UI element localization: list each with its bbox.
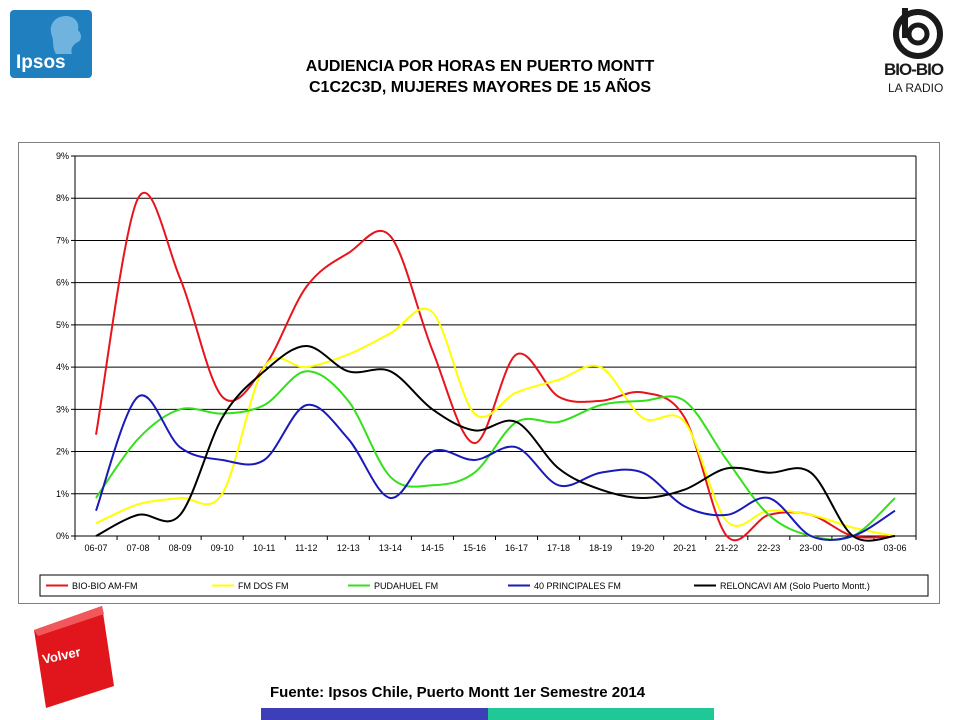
chart-container: 0% 1% 2% 3% 4% 5% 6% 7% 8% 9% 06-07 07-08 08-09 09-1… bbox=[18, 142, 940, 604]
x-tick-label: 17-18 bbox=[547, 543, 570, 553]
y-tick-label: 1% bbox=[56, 489, 69, 499]
footer-bar-blue bbox=[261, 708, 488, 720]
ipsos-face-icon bbox=[50, 16, 81, 54]
series-line-1 bbox=[95, 307, 896, 537]
x-tick-label: 13-14 bbox=[379, 543, 402, 553]
ipsos-logo: Ipsos bbox=[10, 10, 92, 78]
chart-legend: BIO-BIO AM-FM FM DOS FM PUDAHUEL FM 40 PRIN… bbox=[39, 574, 929, 597]
x-tick-label: 12-13 bbox=[337, 543, 360, 553]
x-tick-label: 09-10 bbox=[211, 543, 234, 553]
biobio-logo: BIO-BIO LA RADIO bbox=[880, 6, 952, 98]
y-tick-label: 9% bbox=[56, 151, 69, 161]
title-line-2: C1C2C3D, MUJERES MAYORES DE 15 AÑOS bbox=[308, 79, 652, 96]
y-tick-label: 3% bbox=[56, 404, 69, 414]
x-tick-label: 15-16 bbox=[463, 543, 486, 553]
chart-series-lines bbox=[95, 191, 896, 542]
legend-label: BIO-BIO AM-FM bbox=[72, 581, 138, 591]
x-tick-label: 08-09 bbox=[169, 543, 192, 553]
legend-label: 40 PRINCIPALES FM bbox=[534, 581, 621, 591]
volver-shape bbox=[34, 606, 114, 708]
legend-label: FM DOS FM bbox=[238, 581, 289, 591]
y-axis-ticks: 0% 1% 2% 3% 4% 5% 6% 7% 8% 9% bbox=[56, 151, 75, 541]
footer-bar-green bbox=[488, 708, 714, 720]
y-tick-label: 0% bbox=[56, 531, 69, 541]
x-tick-label: 14-15 bbox=[421, 543, 444, 553]
series-line-4 bbox=[95, 345, 896, 542]
y-tick-label: 4% bbox=[56, 362, 69, 372]
title-line-1: AUDIENCIA POR HORAS EN PUERTO MONTT bbox=[305, 58, 655, 75]
y-tick-label: 8% bbox=[56, 193, 69, 203]
y-tick-label: 7% bbox=[56, 235, 69, 245]
biobio-logo-name: BIO-BIO bbox=[884, 60, 944, 79]
x-tick-label: 10-11 bbox=[253, 543, 275, 553]
x-tick-label: 11-12 bbox=[295, 543, 317, 553]
x-tick-label: 20-21 bbox=[673, 543, 696, 553]
x-tick-label: 07-08 bbox=[127, 543, 150, 553]
x-tick-label: 06-07 bbox=[85, 543, 108, 553]
volver-button[interactable]: Volver bbox=[24, 600, 120, 710]
x-tick-label: 03-06 bbox=[883, 543, 906, 553]
legend-label: PUDAHUEL FM bbox=[374, 581, 438, 591]
line-chart: 0% 1% 2% 3% 4% 5% 6% 7% 8% 9% 06-07 07-08 08-09 09-1… bbox=[18, 142, 940, 604]
x-tick-label: 00-03 bbox=[841, 543, 864, 553]
x-tick-label: 18-19 bbox=[589, 543, 612, 553]
biobio-emblem-icon bbox=[893, 8, 943, 59]
x-tick-label: 23-00 bbox=[799, 543, 822, 553]
y-tick-label: 6% bbox=[56, 278, 69, 288]
series-line-0 bbox=[95, 191, 896, 542]
biobio-logo-sub: LA RADIO bbox=[888, 81, 944, 95]
page-title: AUDIENCIA POR HORAS EN PUERTO MONTT C1C2… bbox=[200, 56, 760, 98]
x-tick-label: 16-17 bbox=[505, 543, 528, 553]
x-tick-label: 21-22 bbox=[715, 543, 738, 553]
legend-box bbox=[39, 574, 929, 597]
y-tick-label: 2% bbox=[56, 447, 69, 457]
x-tick-label: 19-20 bbox=[631, 543, 654, 553]
y-tick-label: 5% bbox=[56, 320, 69, 330]
x-axis-ticks: 06-07 07-08 08-09 09-10 10-11 11-12 12-13 13-14… bbox=[74, 536, 917, 553]
legend-label: RELONCAVI AM (Solo Puerto Montt.) bbox=[720, 581, 870, 591]
source-note: Fuente: Ipsos Chile, Puerto Montt 1er Se… bbox=[270, 684, 646, 701]
series-line-3 bbox=[95, 394, 896, 541]
ipsos-logo-text: Ipsos bbox=[16, 52, 66, 73]
x-tick-label: 22-23 bbox=[757, 543, 780, 553]
